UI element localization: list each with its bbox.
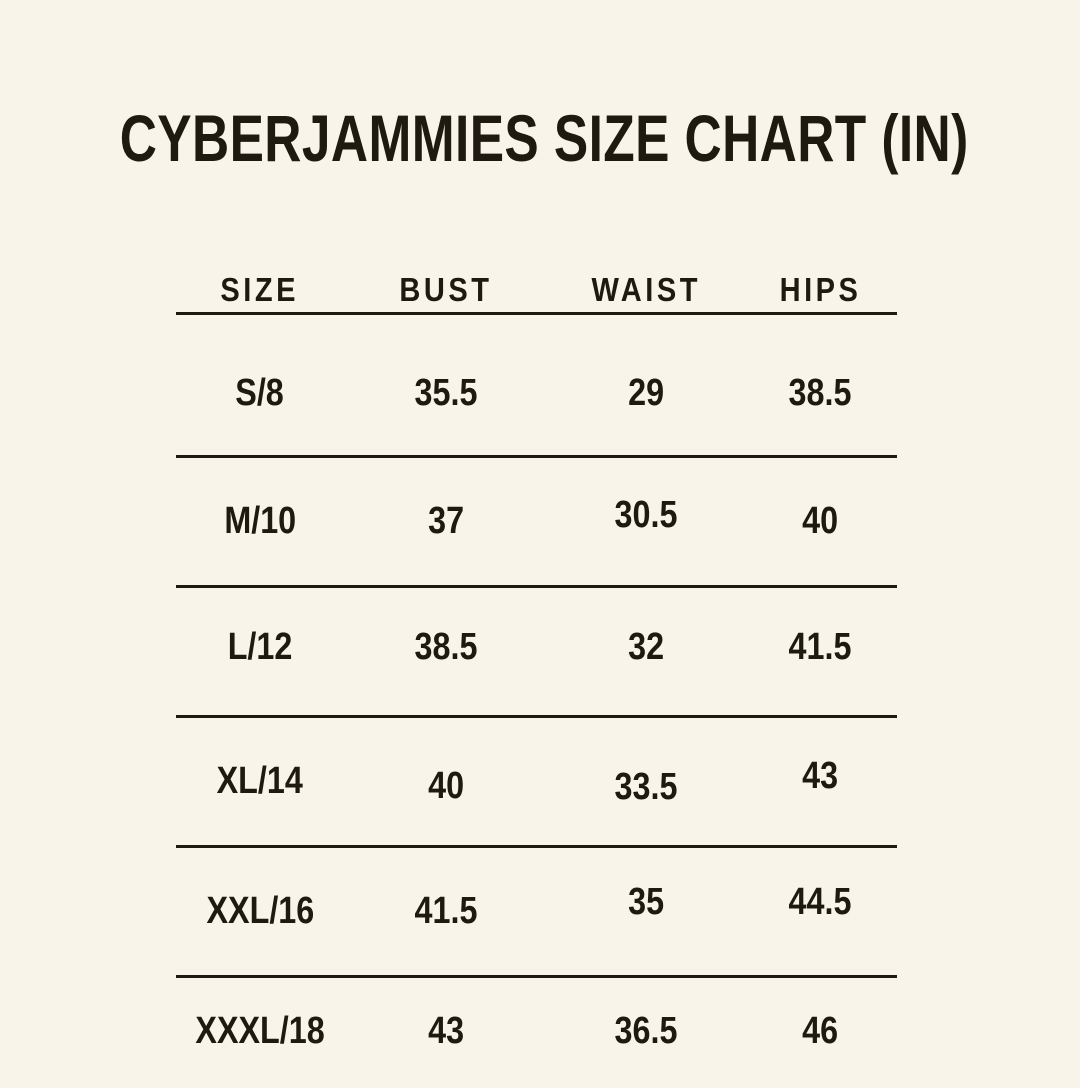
measurement-value-text: 29 bbox=[628, 371, 665, 414]
column-header-bust: BUST bbox=[344, 265, 549, 308]
column-header-size: SIZE bbox=[176, 265, 344, 308]
column-header-label: SIZE bbox=[220, 271, 300, 308]
size-label: XXXL/18 bbox=[176, 1009, 344, 1055]
measurement-value: 41.5 bbox=[344, 890, 549, 933]
measurement-value: 37 bbox=[344, 500, 549, 543]
column-header-label: HIPS bbox=[779, 271, 862, 308]
measurement-value: 40 bbox=[344, 760, 549, 807]
size-label-text: M/10 bbox=[224, 500, 296, 542]
measurement-value-text: 41.5 bbox=[788, 626, 852, 668]
measurement-value: 38.5 bbox=[743, 364, 897, 414]
size-label: L/12 bbox=[176, 626, 344, 673]
column-header-label: BUST bbox=[399, 271, 493, 308]
measurement-value: 29 bbox=[549, 364, 744, 414]
measurement-value: 44.5 bbox=[743, 881, 897, 933]
table-row: S/8 35.5 29 38.5 bbox=[176, 315, 897, 458]
size-label: XL/14 bbox=[176, 760, 344, 803]
size-label: M/10 bbox=[176, 500, 344, 543]
size-label-text: XL/14 bbox=[216, 760, 304, 802]
measurement-value: 32 bbox=[549, 626, 744, 673]
measurement-value-text: 44.5 bbox=[788, 881, 852, 923]
page-title-text: CYBERJAMMIES SIZE CHART (IN) bbox=[119, 101, 969, 175]
measurement-value: 30.5 bbox=[549, 494, 744, 543]
measurement-value-text: 33.5 bbox=[614, 766, 678, 808]
table-row: XXL/16 41.5 35 44.5 bbox=[176, 848, 897, 978]
measurement-value-text: 32 bbox=[628, 626, 665, 668]
table-row: L/12 38.5 32 41.5 bbox=[176, 588, 897, 718]
measurement-value-text: 41.5 bbox=[414, 890, 478, 932]
measurement-value: 35 bbox=[549, 881, 744, 933]
size-label-text: XXXL/18 bbox=[195, 1009, 325, 1052]
measurement-value: 38.5 bbox=[344, 626, 549, 673]
table-row: XL/14 40 33.5 43 bbox=[176, 718, 897, 848]
measurement-value: 35.5 bbox=[344, 364, 549, 414]
size-label: S/8 bbox=[176, 364, 344, 414]
measurement-value-text: 38.5 bbox=[414, 626, 478, 668]
size-label: XXL/16 bbox=[176, 890, 344, 933]
size-label-text: S/8 bbox=[235, 371, 285, 414]
measurement-value-text: 46 bbox=[802, 1009, 839, 1052]
measurement-value-text: 30.5 bbox=[614, 494, 678, 536]
table-row: XXXL/18 43 36.5 46 bbox=[176, 978, 897, 1088]
measurement-value-text: 43 bbox=[428, 1009, 465, 1052]
measurement-value: 43 bbox=[743, 755, 897, 803]
measurement-value-text: 38.5 bbox=[788, 371, 852, 414]
measurement-value-text: 43 bbox=[802, 755, 839, 797]
size-label-text: L/12 bbox=[227, 626, 293, 668]
page-title: CYBERJAMMIES SIZE CHART (IN) bbox=[0, 100, 1080, 176]
measurement-value-text: 35 bbox=[628, 881, 665, 923]
measurement-value: 41.5 bbox=[743, 626, 897, 673]
measurement-value-text: 37 bbox=[428, 500, 465, 542]
measurement-value: 43 bbox=[344, 1009, 549, 1055]
table-body: S/8 35.5 29 38.5 M/10 37 30.5 40 L/12 38.5 32 41.5 X… bbox=[176, 315, 897, 1088]
measurement-value-text: 36.5 bbox=[614, 1009, 678, 1052]
measurement-value: 33.5 bbox=[549, 760, 744, 808]
table-header-row: SIZE BUST WAIST HIPS bbox=[176, 256, 897, 315]
measurement-value-text: 35.5 bbox=[414, 371, 478, 414]
measurement-value-text: 40 bbox=[802, 500, 839, 542]
column-header-hips: HIPS bbox=[743, 265, 897, 308]
column-header-label: WAIST bbox=[591, 271, 701, 308]
size-label-text: XXL/16 bbox=[206, 890, 314, 932]
measurement-value: 40 bbox=[743, 500, 897, 543]
size-table: SIZE BUST WAIST HIPS S/8 35.5 29 38.5 M/10 37 30.… bbox=[176, 256, 897, 1088]
measurement-value: 46 bbox=[743, 1009, 897, 1055]
measurement-value-text: 40 bbox=[428, 765, 465, 807]
table-row: M/10 37 30.5 40 bbox=[176, 458, 897, 588]
measurement-value: 36.5 bbox=[549, 1009, 744, 1055]
column-header-waist: WAIST bbox=[549, 265, 744, 308]
